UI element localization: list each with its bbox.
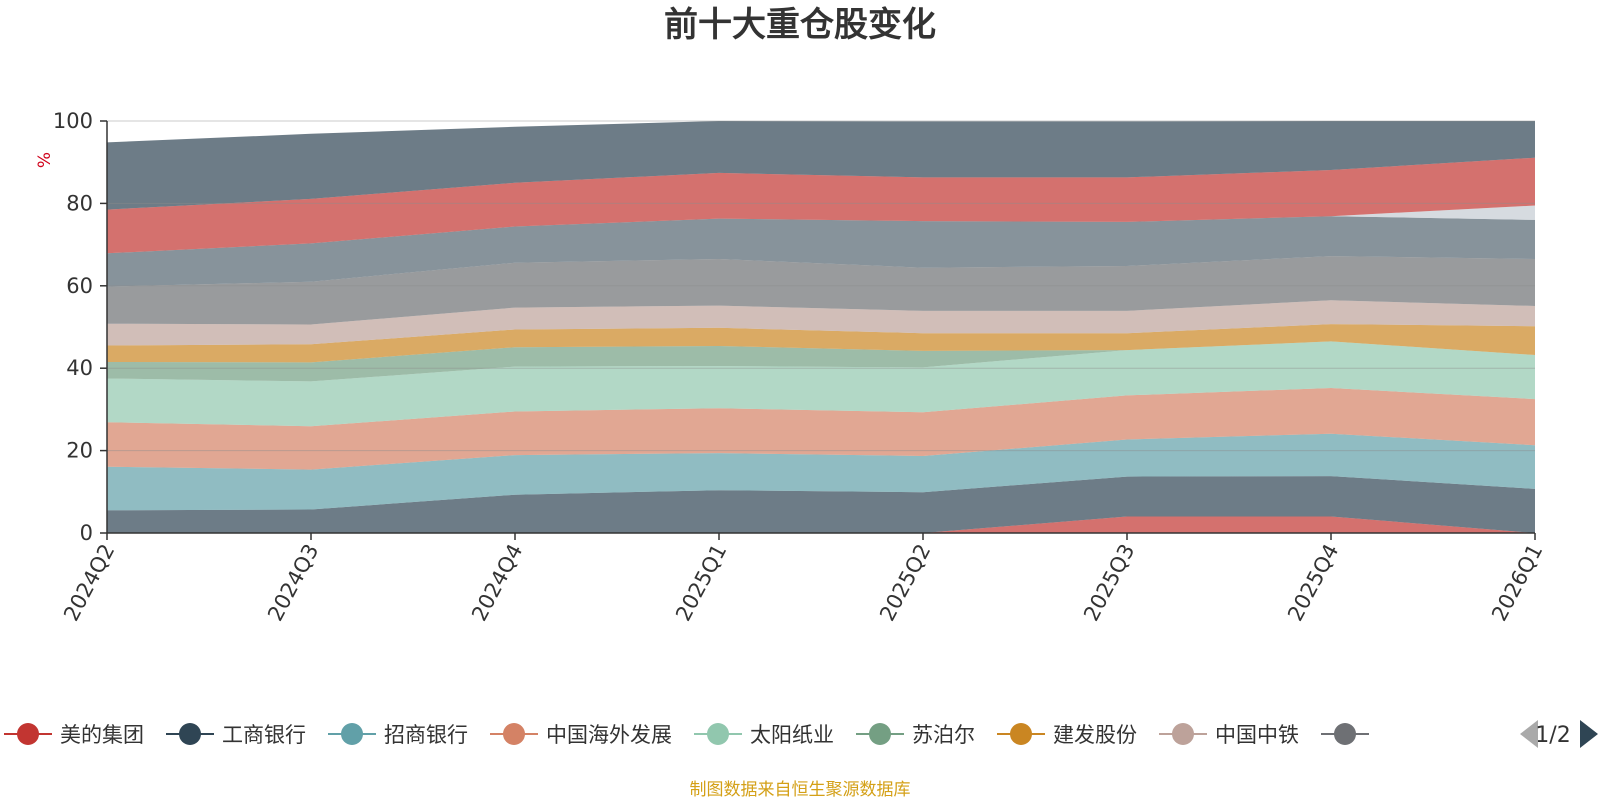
- legend-label: 工商银行: [222, 723, 306, 747]
- legend-marker: [179, 723, 201, 745]
- area-series-8: [107, 256, 1535, 325]
- legend-marker: [341, 723, 363, 745]
- y-tick-label-20: 20: [66, 439, 93, 463]
- area-series-4: [107, 341, 1535, 427]
- legend-item-8[interactable]: [1321, 723, 1369, 745]
- legend-label: 苏泊尔: [912, 723, 975, 747]
- legend-marker: [869, 723, 891, 745]
- legend-item-1[interactable]: 工商银行: [166, 723, 306, 747]
- legend-item-2[interactable]: 招商银行: [328, 723, 468, 747]
- legend-marker: [1010, 723, 1032, 745]
- y-tick-label-80: 80: [66, 191, 93, 215]
- area-series-7: [107, 300, 1535, 346]
- area-series-0: [107, 516, 1535, 533]
- legend-label: 招商银行: [384, 723, 468, 747]
- legend-label: 美的集团: [60, 723, 144, 747]
- legend-label: 中国海外发展: [546, 723, 672, 747]
- legend-label: 太阳纸业: [750, 723, 834, 747]
- area-series-1: [107, 476, 1535, 533]
- grid-lines: [107, 120, 1535, 452]
- legend-item-4[interactable]: 太阳纸业: [694, 723, 834, 747]
- chart-title: 前十大重仓股变化: [664, 5, 936, 45]
- legend-item-3[interactable]: 中国海外发展: [490, 723, 672, 747]
- x-tick-label-7: 2026Q1: [1487, 540, 1547, 625]
- y-tick-label-100: 100: [53, 109, 93, 133]
- x-tick-label-1: 2024Q3: [263, 540, 323, 625]
- legend: 美的集团 工商银行 招商银行 中国海外发展 太阳纸业 苏泊尔 建发股份 中国中铁 1/2: [4, 720, 1598, 748]
- x-tick-label-4: 2025Q2: [875, 540, 935, 625]
- legend-item-0[interactable]: 美的集团: [4, 723, 144, 747]
- area-series-12: [107, 121, 1535, 210]
- legend-item-5[interactable]: 苏泊尔: [856, 723, 975, 747]
- area-series-2: [107, 433, 1535, 511]
- legend-marker: [17, 723, 39, 745]
- legend-marker: [1172, 723, 1194, 745]
- area-series-11: [107, 157, 1535, 254]
- y-tick-label-0: 0: [80, 521, 93, 545]
- legend-label: 建发股份: [1053, 723, 1137, 747]
- legend-page-indicator: 1/2: [1535, 723, 1570, 748]
- x-tick-label-0: 2024Q2: [59, 540, 119, 625]
- y-axis-unit: %: [35, 152, 55, 168]
- legend-label: 中国中铁: [1215, 723, 1299, 747]
- x-tick-label-2: 2024Q4: [467, 540, 527, 625]
- area-series-6: [107, 324, 1535, 363]
- y-tick-label-40: 40: [66, 356, 93, 380]
- x-tick-label-6: 2025Q4: [1283, 540, 1343, 625]
- x-tick-label-5: 2025Q3: [1079, 540, 1139, 625]
- area-series-5: [107, 341, 1535, 382]
- legend-prev-page-icon[interactable]: [1520, 720, 1538, 748]
- area-series-9: [107, 216, 1535, 287]
- y-tick-label-60: 60: [66, 274, 93, 298]
- legend-item-7[interactable]: 中国中铁: [1159, 723, 1299, 747]
- legend-marker: [707, 723, 729, 745]
- legend-next-page-icon[interactable]: [1580, 720, 1598, 748]
- x-tick-label-3: 2025Q1: [671, 540, 731, 625]
- area-series-group: [107, 121, 1535, 533]
- legend-marker: [503, 723, 525, 745]
- area-series-3: [107, 388, 1535, 470]
- legend-item-6[interactable]: 建发股份: [997, 723, 1137, 747]
- legend-marker: [1334, 723, 1356, 745]
- data-source-footer: 制图数据来自恒生聚源数据库: [690, 780, 911, 800]
